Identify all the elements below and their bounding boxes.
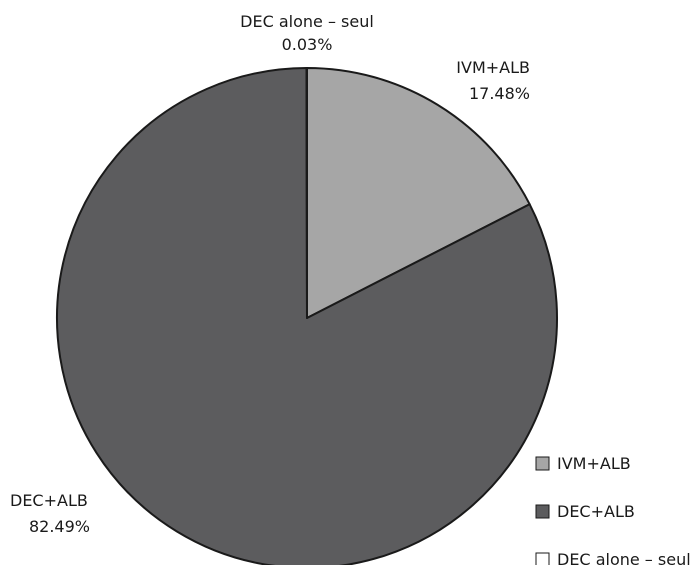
label-ivm-alb-name: IVM+ALB	[456, 58, 530, 77]
label-dec-alb-value: 82.49%	[29, 517, 90, 536]
legend-swatch-dec-alone	[535, 552, 550, 565]
pie-slice-ivm-alb	[306, 67, 531, 319]
legend-label-dec-alb: DEC+ALB	[557, 502, 635, 521]
pie-slice-dec-alb	[56, 67, 558, 565]
legend-swatch-dec-alb	[535, 504, 550, 519]
legend-label-ivm-alb: IVM+ALB	[557, 454, 631, 473]
pie-slices	[56, 66, 558, 565]
label-dec-alb-name: DEC+ALB	[10, 491, 88, 510]
legend: IVM+ALB DEC+ALB DEC alone – seul	[535, 454, 691, 565]
label-dec-alone-name: DEC alone – seul	[240, 12, 374, 31]
label-ivm-alb-value: 17.48%	[469, 84, 530, 103]
legend-swatch-ivm-alb	[535, 456, 550, 471]
slice-labels: DEC alone – seul 0.03% IVM+ALB 17.48% DE…	[10, 12, 530, 536]
label-dec-alone-value: 0.03%	[282, 35, 333, 54]
legend-label-dec-alone: DEC alone – seul	[557, 550, 691, 565]
